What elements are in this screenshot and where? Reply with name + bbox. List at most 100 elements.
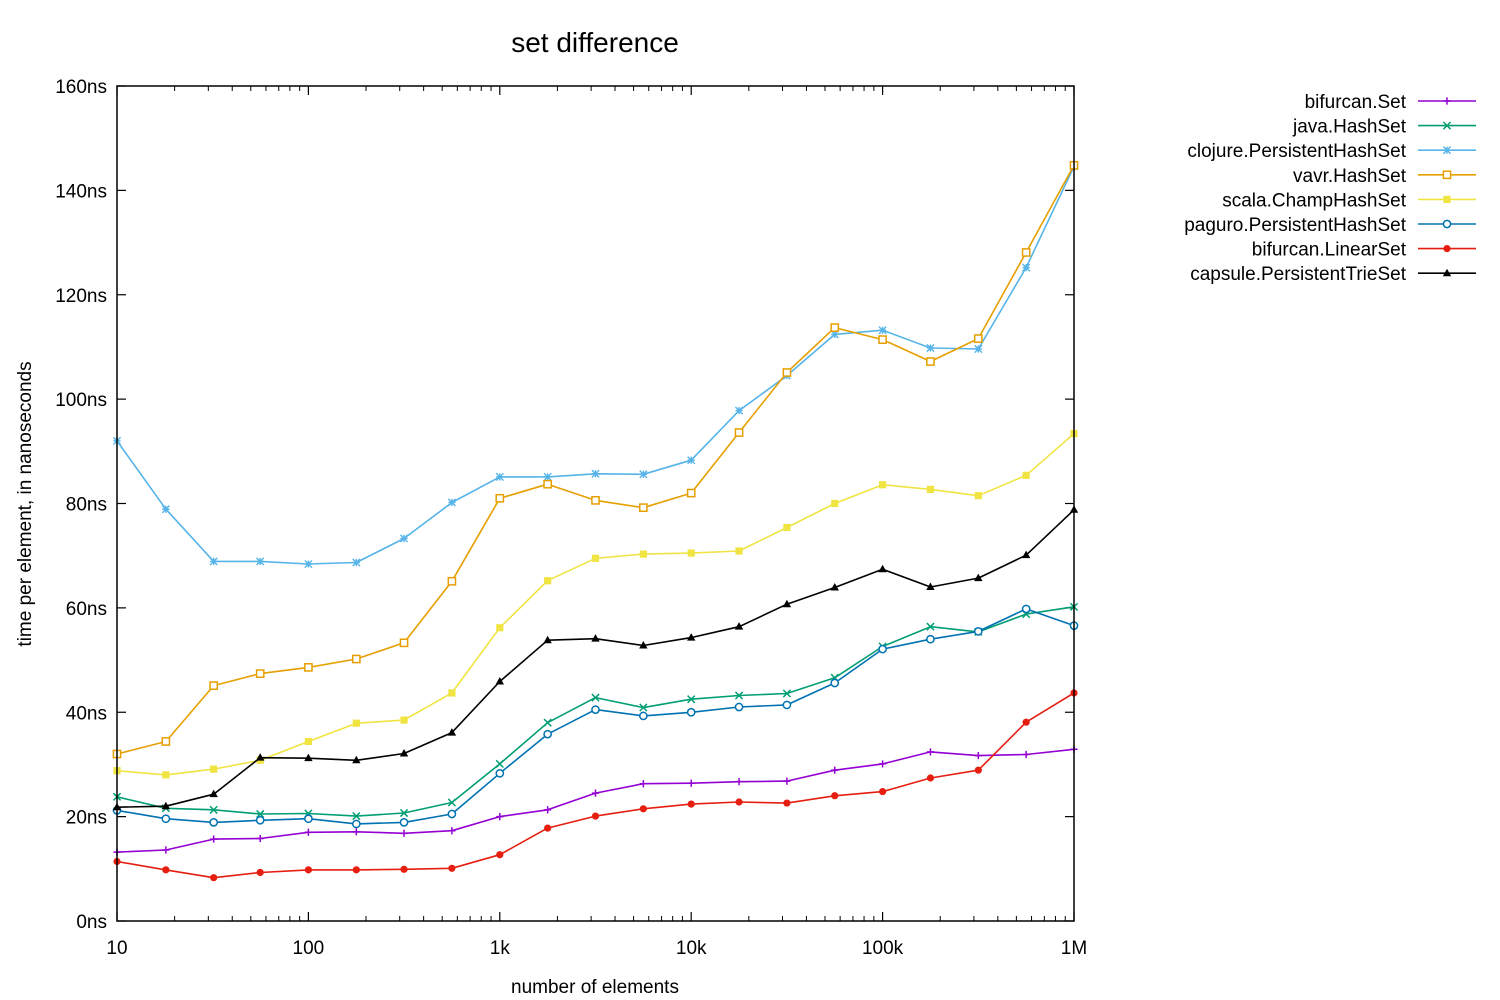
data-point <box>591 705 600 714</box>
y-tick-label: 160ns <box>55 77 107 98</box>
data-point <box>830 583 839 591</box>
legend-marker <box>1443 195 1451 203</box>
data-point <box>591 812 600 820</box>
legend-label: capsule.PersistentTrieSet <box>1190 264 1407 285</box>
data-point <box>830 678 840 688</box>
data-point <box>926 748 935 756</box>
data-point <box>400 829 408 837</box>
data-point <box>495 759 504 769</box>
data-point <box>304 828 312 836</box>
data-point <box>687 456 696 465</box>
plot-frame <box>116 85 1075 922</box>
y-axis-label: time per element, in nanoseconds <box>15 361 36 646</box>
data-point <box>447 576 457 586</box>
data-point <box>544 577 552 585</box>
series-layer <box>112 160 1079 882</box>
data-point <box>735 778 743 786</box>
data-point <box>496 813 504 821</box>
data-point <box>926 582 935 590</box>
data-point <box>399 638 409 648</box>
data-point <box>352 719 360 727</box>
data-point <box>448 689 456 697</box>
data-point <box>926 634 935 644</box>
x-tick-label: 100k <box>862 938 904 959</box>
data-point <box>256 753 265 761</box>
data-point <box>830 330 839 339</box>
data-point <box>304 866 312 874</box>
data-point <box>878 335 887 344</box>
y-tick-label: 100ns <box>55 390 107 411</box>
data-point <box>687 800 695 808</box>
data-point <box>543 479 552 489</box>
data-point <box>544 806 552 814</box>
data-point <box>448 864 456 872</box>
legend-marker <box>1442 121 1452 130</box>
data-point <box>974 766 982 774</box>
data-point <box>686 488 696 498</box>
data-point <box>447 809 457 819</box>
data-point <box>878 644 887 654</box>
data-point <box>352 866 360 874</box>
data-point <box>926 622 935 631</box>
data-point <box>782 689 792 698</box>
data-point <box>256 834 264 843</box>
data-point <box>1022 718 1030 726</box>
data-point <box>639 550 647 558</box>
legend-label: vavr.HashSet <box>1293 166 1407 187</box>
data-point <box>256 557 265 566</box>
data-point <box>831 792 839 800</box>
data-point <box>495 768 505 778</box>
data-point <box>783 523 791 532</box>
data-point <box>304 753 313 762</box>
data-point <box>734 622 744 630</box>
data-point <box>543 472 552 481</box>
chart-title: set difference <box>511 27 679 58</box>
data-point <box>209 805 218 814</box>
data-point <box>638 711 648 721</box>
data-point <box>162 866 170 874</box>
data-point <box>687 549 695 557</box>
x-tick-label: 10k <box>676 938 707 959</box>
series-paguro.PersistentHashSet <box>112 604 1079 829</box>
data-point <box>352 828 360 836</box>
data-point <box>639 470 648 479</box>
data-point <box>974 344 983 354</box>
data-point <box>782 700 792 710</box>
data-point <box>543 635 552 644</box>
legend-label: java.HashSet <box>1292 117 1407 138</box>
data-point <box>591 554 600 562</box>
data-point <box>687 695 696 704</box>
y-tick-label: 60ns <box>66 599 107 620</box>
x-tick-label: 100 <box>293 938 325 959</box>
data-point <box>639 640 648 649</box>
data-point <box>304 559 313 569</box>
data-point <box>879 760 887 768</box>
data-point <box>161 505 170 514</box>
y-tick-label: 80ns <box>66 495 107 516</box>
data-point <box>399 818 409 827</box>
data-point <box>591 693 600 702</box>
data-point <box>830 323 840 332</box>
data-point <box>447 498 456 507</box>
data-point <box>783 777 791 785</box>
data-point <box>878 564 887 573</box>
data-point <box>974 573 983 582</box>
legend-label: clojure.PersistentHashSet <box>1187 141 1406 162</box>
y-tick-label: 40ns <box>66 703 107 724</box>
data-point <box>782 599 792 608</box>
data-point <box>782 368 792 377</box>
data-point <box>304 737 312 746</box>
data-point <box>162 846 170 854</box>
data-point <box>399 808 409 818</box>
data-point <box>687 779 695 787</box>
series-bifurcan.Set <box>113 745 1078 856</box>
data-point <box>735 547 743 555</box>
legend-marker <box>1442 268 1452 277</box>
data-point <box>735 798 743 806</box>
data-point <box>831 499 839 508</box>
data-point <box>447 728 457 736</box>
series-line <box>116 692 1075 879</box>
data-point <box>495 472 504 481</box>
data-point <box>400 716 408 724</box>
